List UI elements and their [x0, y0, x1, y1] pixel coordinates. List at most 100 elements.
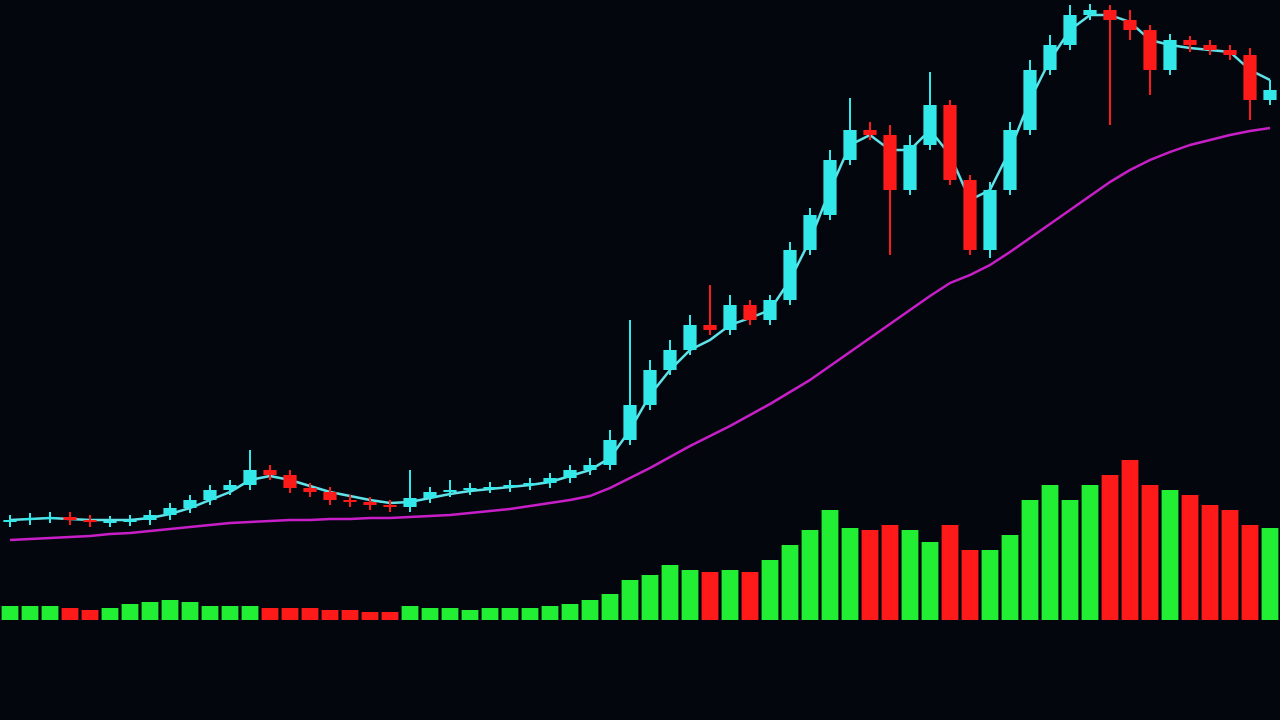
volume-bar — [1061, 500, 1079, 620]
volume-bar — [641, 575, 659, 620]
candle-body — [543, 478, 557, 483]
candle-body — [123, 520, 137, 522]
candle-body — [603, 440, 617, 465]
volume-bar — [181, 602, 199, 620]
volume-bar — [681, 570, 699, 620]
candle-body — [43, 517, 57, 519]
volume-bar — [341, 610, 359, 620]
volume-bar — [1001, 535, 1019, 620]
volume-bar — [1041, 485, 1059, 620]
candle-body — [943, 105, 957, 180]
candle-body — [863, 130, 877, 135]
candle-body — [803, 215, 817, 250]
candle-body — [463, 488, 477, 490]
volume-bar — [1, 606, 19, 620]
candle-body — [723, 305, 737, 330]
volume-bar — [761, 560, 779, 620]
candle-body — [63, 517, 77, 520]
candle-body — [843, 130, 857, 160]
candle-body — [1023, 70, 1037, 130]
candle-body — [163, 508, 177, 515]
candle-body — [643, 370, 657, 405]
volume-bar — [861, 530, 879, 620]
candle-body — [763, 300, 777, 320]
volume-bar — [521, 608, 539, 620]
volume-bar — [261, 608, 279, 620]
volume-bar — [721, 570, 739, 620]
volume-bar — [301, 608, 319, 620]
volume-bar — [141, 602, 159, 620]
candle-body — [923, 105, 937, 145]
volume-bar — [941, 525, 959, 620]
volume-bar — [961, 550, 979, 620]
volume-bar — [41, 606, 59, 620]
candle-body — [23, 518, 37, 520]
volume-bar — [621, 580, 639, 620]
candle-body — [623, 405, 637, 440]
volume-bar — [901, 530, 919, 620]
candle-body — [103, 521, 117, 523]
candle-body — [1263, 90, 1277, 100]
candle-body — [483, 487, 497, 489]
candle-body — [983, 190, 997, 250]
volume-bar — [1201, 505, 1219, 620]
volume-bar — [81, 610, 99, 620]
volume-bar — [241, 606, 259, 620]
candle-body — [523, 483, 537, 485]
volume-bar — [841, 528, 859, 620]
candle-body — [143, 515, 157, 520]
candle-body — [703, 325, 717, 330]
volume-bar — [441, 608, 459, 620]
candle-body — [1063, 15, 1077, 45]
moving-average-line — [9, 126, 1271, 542]
candle-body — [1103, 10, 1117, 20]
candle-body — [383, 505, 397, 507]
volume-bar — [101, 608, 119, 620]
volume-bar — [61, 608, 79, 620]
candle-body — [343, 500, 357, 502]
candle-body — [503, 485, 517, 487]
volume-bar — [1181, 495, 1199, 620]
candle-body — [743, 305, 757, 320]
candle-body — [1183, 40, 1197, 45]
volume-bar — [1221, 510, 1239, 620]
volume-bar — [801, 530, 819, 620]
candle-body — [283, 475, 297, 488]
candle-body — [663, 350, 677, 370]
volume-bar — [421, 608, 439, 620]
candle-body — [443, 490, 457, 492]
candle-body — [403, 498, 417, 507]
candle-body — [323, 492, 337, 500]
volume-bar — [741, 572, 759, 620]
candle-body — [583, 465, 597, 470]
volume-bar — [121, 604, 139, 620]
moving-average-line — [9, 13, 1271, 522]
volume-bar — [661, 565, 679, 620]
volume-bar — [881, 525, 899, 620]
volume-bar — [981, 550, 999, 620]
volume-bar — [601, 594, 619, 620]
candle-body — [823, 160, 837, 215]
volume-bar — [461, 610, 479, 620]
volume-bar — [921, 542, 939, 620]
volume-bar — [201, 606, 219, 620]
volume-bar — [561, 604, 579, 620]
candle-body — [363, 502, 377, 505]
volume-bar — [1081, 485, 1099, 620]
candle-body — [1083, 10, 1097, 15]
candle-body — [1223, 50, 1237, 55]
candle-body — [683, 325, 697, 350]
candle-body — [243, 470, 257, 485]
volume-bar — [1101, 475, 1119, 620]
volume-bar — [221, 606, 239, 620]
candle-body — [203, 490, 217, 500]
candle-body — [963, 180, 977, 250]
candle-body — [1163, 40, 1177, 70]
volume-bar — [481, 608, 499, 620]
candle-body — [263, 470, 277, 475]
volume-bar — [1021, 500, 1039, 620]
candle-body — [423, 492, 437, 498]
candle-body — [223, 485, 237, 490]
candle-body — [1203, 45, 1217, 50]
